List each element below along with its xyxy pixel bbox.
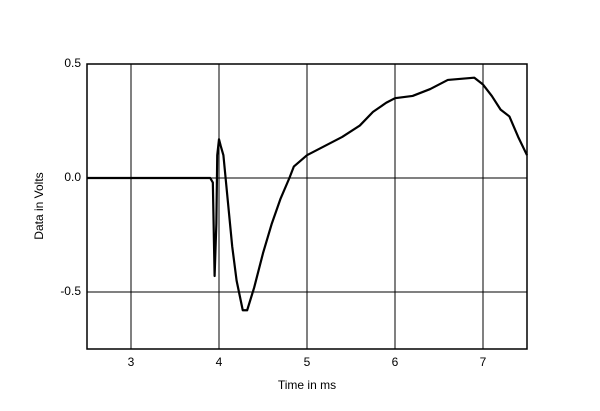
- y-tick-label: 0.0: [64, 170, 81, 184]
- data-line: [87, 76, 528, 312]
- x-tick-label: 3: [128, 355, 135, 369]
- x-tick-label: 4: [216, 355, 223, 369]
- x-tick-label: 5: [304, 355, 311, 369]
- x-tick-label: 6: [392, 355, 399, 369]
- y-axis-label: Data in Volts: [32, 172, 46, 239]
- plot-frame: [86, 63, 528, 350]
- x-axis-label: Time in ms: [278, 378, 336, 392]
- y-tick-label: -0.5: [60, 284, 81, 298]
- y-tick-label: 0.5: [64, 56, 81, 70]
- x-tick-label: 7: [480, 355, 487, 369]
